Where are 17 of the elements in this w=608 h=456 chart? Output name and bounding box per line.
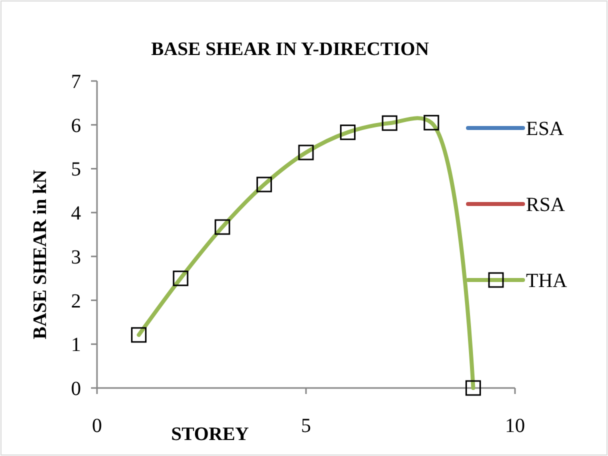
legend-label: THA	[526, 270, 568, 292]
y-axis-title: BASE SHEAR in kN	[30, 169, 51, 340]
y-tick-label: 2	[71, 290, 81, 312]
y-tick-label: 1	[71, 334, 81, 356]
y-tick-label: 5	[71, 158, 81, 181]
chart-title: BASE SHEAR IN Y-DIRECTION	[151, 39, 430, 60]
x-tick-label: 0	[92, 415, 102, 437]
legend-label: RSA	[526, 194, 566, 216]
x-tick-label: 10	[505, 415, 525, 437]
y-tick-label: 4	[71, 202, 81, 225]
y-tick-label: 0	[71, 378, 81, 400]
y-tick-label: 3	[71, 246, 81, 268]
x-axis-title: STOREY	[171, 424, 250, 445]
y-tick-label: 6	[71, 114, 81, 137]
x-tick-label: 5	[301, 415, 311, 437]
y-tick-label: 7	[71, 71, 81, 93]
legend-label: ESA	[526, 118, 564, 140]
